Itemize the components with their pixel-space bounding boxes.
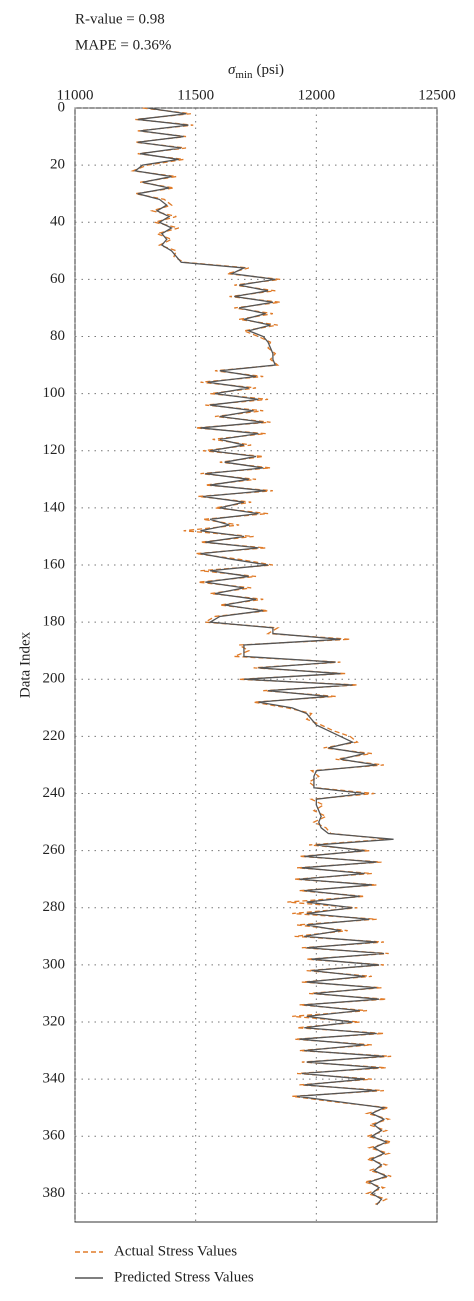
x-tick-label: 20 [50,157,65,173]
annotation: R-value = 0.98 [75,11,165,27]
x-tick-label: 60 [50,271,65,287]
x-tick-label: 160 [43,556,66,572]
x-tick-label: 140 [43,499,66,515]
x-tick-label: 340 [43,1071,66,1087]
x-tick-label: 320 [43,1013,66,1029]
x-tick-label: 40 [50,214,65,230]
y-tick-label: 12000 [298,87,336,103]
x-tick-label: 80 [50,328,65,344]
plot-frame [74,107,438,1223]
y-tick-label: 11000 [57,87,94,103]
series-line [130,107,392,1206]
x-tick-label: 300 [43,956,66,972]
x-axis-label: Data Index [17,631,33,698]
x-tick-label: 0 [58,99,66,115]
x-tick-label: 280 [43,899,66,915]
label-unit: (psi) [257,62,285,78]
y-axis-label: σmin (psi) [228,62,284,80]
x-tick-label: 220 [43,728,66,744]
x-tick-label: 260 [43,842,66,858]
annotation: MAPE = 0.36% [75,37,171,53]
x-tick-label: 100 [43,385,66,401]
series-line [133,107,394,1206]
label-subscript: min [235,69,253,81]
x-tick-label: 360 [43,1128,66,1144]
legend-label: Predicted Stress Values [114,1269,254,1285]
x-tick-label: 180 [43,614,66,630]
legend-label: Actual Stress Values [114,1243,237,1259]
x-tick-label: 120 [43,442,66,458]
label-symbol: σ [228,62,236,78]
y-tick-label: 11500 [177,87,214,103]
x-tick-label: 240 [43,785,66,801]
x-tick-label: 380 [43,1185,66,1201]
x-tick-label: 200 [43,671,66,687]
y-tick-label: 12500 [418,87,456,103]
